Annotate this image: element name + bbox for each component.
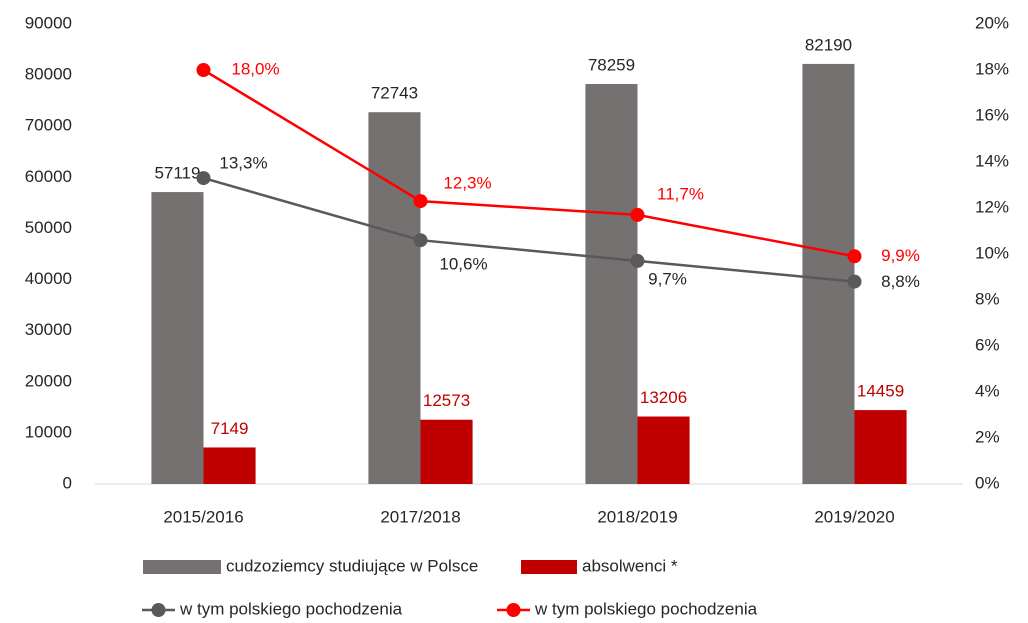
y2-tick-label: 16% (975, 105, 1009, 124)
legend-label: absolwenci * (582, 556, 678, 575)
bar (203, 447, 256, 484)
legend-swatch (143, 560, 221, 574)
data-label: 82190 (805, 35, 852, 54)
data-label: 18,0% (231, 59, 279, 78)
y-tick-label: 10000 (25, 422, 72, 441)
line-marker (630, 207, 645, 222)
line-marker (413, 194, 428, 209)
data-label: 11,7% (657, 184, 704, 203)
bar (585, 84, 638, 484)
y2-tick-label: 8% (975, 289, 1000, 308)
data-label: 78259 (588, 55, 635, 74)
data-label: 9,9% (881, 246, 920, 265)
legend-label: w tym polskiego pochodzenia (179, 599, 403, 618)
bar (854, 410, 907, 484)
y-tick-label: 20000 (25, 371, 72, 390)
legend-marker (151, 603, 166, 617)
x-tick-label: 2019/2020 (814, 507, 894, 526)
line-marker (196, 63, 211, 77)
y2-tick-label: 0% (975, 473, 1000, 492)
y2-tick-label: 14% (975, 151, 1009, 170)
y2-tick-label: 10% (975, 243, 1009, 262)
y-tick-label: 80000 (25, 65, 72, 84)
data-label: 12573 (423, 391, 470, 410)
y-tick-label: 90000 (25, 13, 72, 32)
data-label: 8,8% (881, 272, 920, 291)
data-label: 13,3% (219, 154, 267, 173)
line-marker (630, 253, 645, 268)
data-label: 57119 (154, 164, 200, 183)
line (203, 176, 855, 283)
y2-tick-label: 4% (975, 381, 1000, 400)
bar (420, 419, 473, 484)
data-label: 12,3% (443, 174, 491, 193)
legend-swatch (521, 560, 577, 574)
y-tick-label: 60000 (25, 167, 72, 186)
line-marker (413, 233, 428, 248)
line-marker (196, 171, 211, 186)
x-tick-label: 2017/2018 (380, 507, 460, 526)
y2-tick-label: 18% (975, 59, 1009, 78)
bar (802, 63, 855, 484)
y-tick-label: 50000 (25, 218, 72, 237)
y-tick-label: 0 (63, 473, 72, 492)
y2-tick-label: 2% (975, 427, 1000, 446)
x-tick-label: 2018/2019 (597, 507, 677, 526)
legend-label: w tym polskiego pochodzenia (534, 599, 758, 618)
data-label: 10,6% (439, 255, 487, 274)
y-tick-label: 30000 (25, 320, 72, 339)
line-marker (847, 274, 862, 289)
bar (368, 112, 421, 484)
line-marker (847, 249, 862, 264)
data-label: 13206 (640, 388, 687, 407)
data-label: 14459 (857, 382, 904, 401)
legend-marker (506, 603, 521, 617)
data-label: 9,7% (648, 269, 687, 288)
y2-tick-label: 20% (975, 13, 1009, 32)
data-label: 7149 (211, 419, 249, 438)
x-tick-label: 2015/2016 (163, 507, 243, 526)
y-tick-label: 70000 (25, 116, 72, 135)
y-tick-label: 40000 (25, 269, 72, 288)
line (202, 68, 855, 258)
y2-tick-label: 12% (975, 197, 1009, 216)
y2-tick-label: 6% (975, 335, 1000, 354)
bar (637, 416, 690, 484)
legend-label: cudzoziemcy studiujące w Polsce (226, 556, 478, 575)
data-label: 72743 (371, 84, 418, 103)
bar (151, 192, 204, 484)
